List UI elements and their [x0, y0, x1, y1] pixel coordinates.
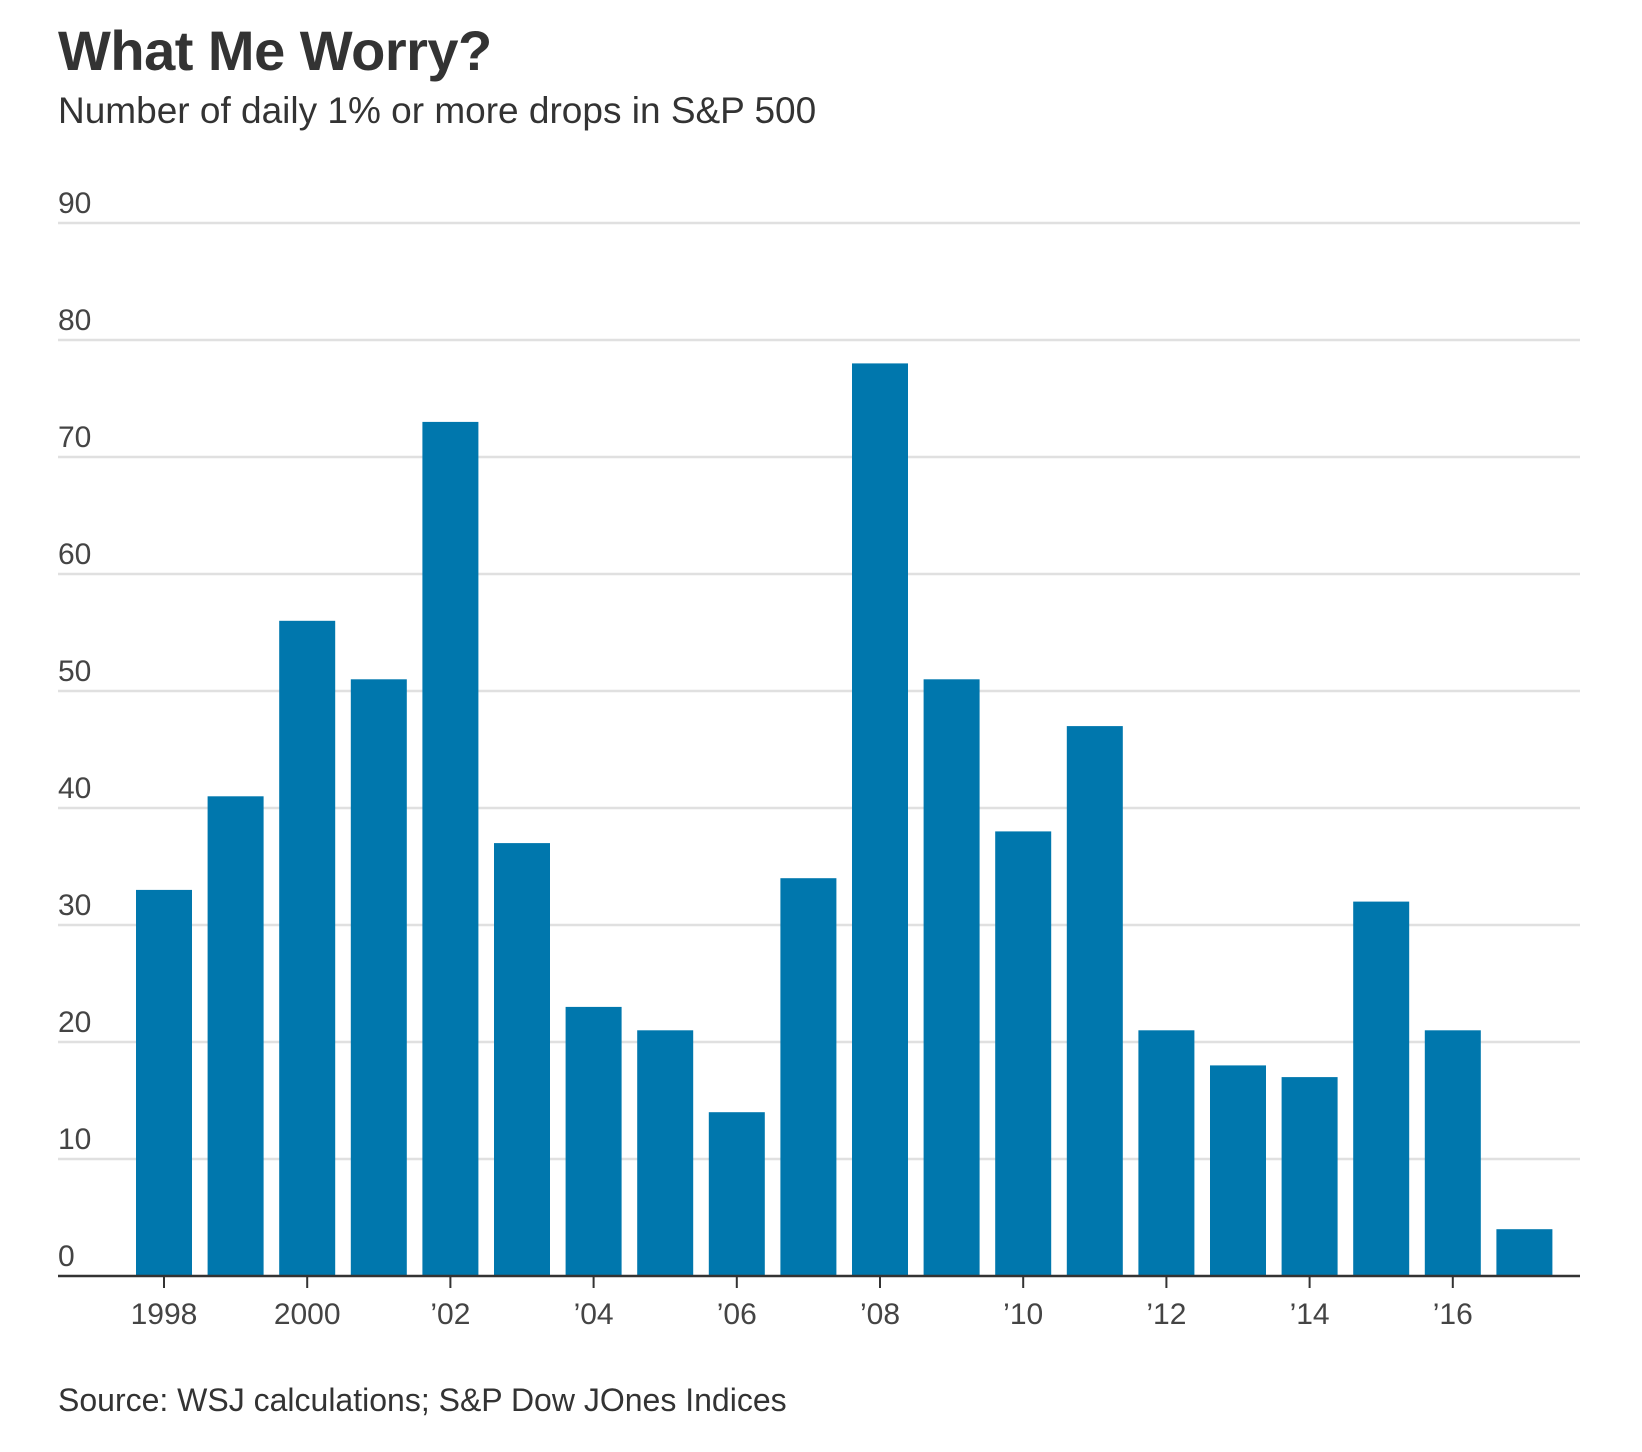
- y-tick-label-30: 30: [58, 889, 91, 922]
- y-tick-label-70: 70: [58, 421, 91, 454]
- bar-2002: [422, 421, 479, 1276]
- bar-2014: [1281, 1077, 1338, 1276]
- bar-2009: [923, 679, 980, 1276]
- bar-2012: [1138, 1030, 1195, 1276]
- chart-title: What Me Worry?: [58, 19, 492, 82]
- chart-subtitle: Number of daily 1% or more drops in S&P …: [58, 90, 817, 131]
- bar-1998: [136, 889, 192, 1276]
- x-tick-label-2010: ’10: [1003, 1298, 1043, 1331]
- x-tick-label-2002: ’02: [430, 1298, 470, 1331]
- y-tick-label-10: 10: [58, 1123, 91, 1156]
- x-tick-label-1998: 1998: [131, 1298, 198, 1331]
- x-tick-label-2006: ’06: [717, 1298, 757, 1331]
- x-tick-label-2008: ’08: [860, 1298, 900, 1331]
- y-tick-label-0: 0: [58, 1240, 75, 1273]
- y-tick-label-80: 80: [58, 304, 91, 337]
- bar-1999: [207, 796, 264, 1276]
- bar-2010: [995, 831, 1052, 1276]
- bar-2008: [852, 363, 908, 1276]
- bar-2000: [279, 620, 336, 1276]
- bar-2011: [1066, 726, 1123, 1276]
- bar-2015: [1353, 901, 1410, 1276]
- bar-2017: [1496, 1229, 1553, 1276]
- x-tick-label-2016: ’16: [1433, 1298, 1473, 1331]
- bar-2013: [1210, 1065, 1266, 1276]
- bar-2003: [494, 843, 550, 1276]
- y-tick-label-20: 20: [58, 1006, 91, 1039]
- x-axis-ticks: 1998 2000 ’02 ’04 ’06 ’08 ’10 ’12 ’14 ’16: [131, 1276, 1473, 1331]
- y-tick-label-60: 60: [58, 538, 91, 571]
- bar-2006: [708, 1112, 765, 1276]
- chart-source-note: Source: WSJ calculations; S&P Dow JOnes …: [58, 1382, 787, 1418]
- bar-2001: [350, 679, 407, 1276]
- x-tick-label-2000: 2000: [274, 1298, 341, 1331]
- bar-2007: [780, 878, 837, 1276]
- x-tick-label-2004: ’04: [574, 1298, 614, 1331]
- x-tick-label-2012: ’12: [1146, 1298, 1186, 1331]
- y-tick-label-90: 90: [58, 187, 91, 220]
- y-tick-label-40: 40: [58, 772, 91, 805]
- bars: [136, 363, 1553, 1276]
- bar-2005: [637, 1030, 694, 1276]
- bar-2016: [1424, 1030, 1481, 1276]
- y-tick-label-50: 50: [58, 655, 91, 688]
- x-tick-label-2014: ’14: [1290, 1298, 1330, 1331]
- bar-2004: [565, 1006, 622, 1276]
- y-axis-ticks: 0 10 20 30 40 50 60 70 80 90: [58, 187, 91, 1273]
